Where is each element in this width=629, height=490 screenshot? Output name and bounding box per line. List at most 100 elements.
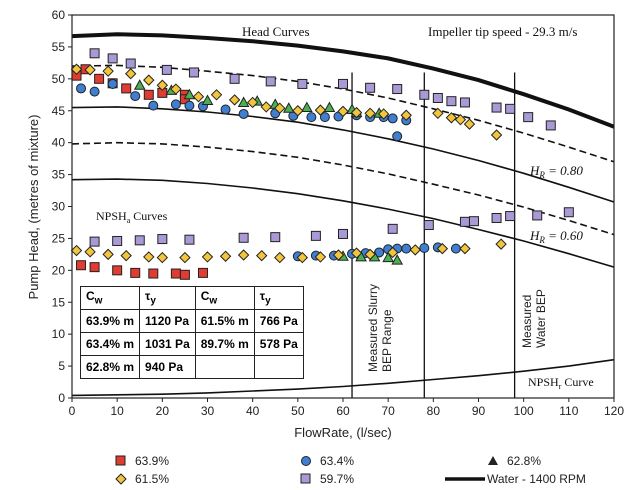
data-point xyxy=(156,251,169,264)
data-point xyxy=(332,249,345,261)
data-point xyxy=(184,234,195,245)
data-point xyxy=(310,230,321,241)
y-tick-label: 45 xyxy=(52,104,66,118)
data-point xyxy=(274,102,286,114)
data-point xyxy=(89,86,100,97)
svg-text:Measured: Measured xyxy=(520,295,534,348)
data-point xyxy=(350,106,363,119)
data-point xyxy=(148,100,159,111)
data-point xyxy=(229,73,240,84)
cw-header: Cw xyxy=(79,286,141,310)
legend-item: Water - 1400 RPM xyxy=(445,472,586,486)
cell: 940 Pa xyxy=(139,355,196,379)
hr-060-label: HR = 0.60 xyxy=(529,228,583,245)
data-point xyxy=(201,251,214,263)
data-point xyxy=(107,78,118,89)
data-point xyxy=(382,251,395,263)
cell xyxy=(194,355,255,379)
head-curves-label: Head Curves xyxy=(242,24,310,39)
data-point xyxy=(338,78,348,89)
y-tick-label: 5 xyxy=(58,359,65,373)
data-point xyxy=(392,131,403,142)
y-tick-label: 35 xyxy=(52,168,66,182)
data-point xyxy=(107,53,118,64)
data-point xyxy=(306,112,317,123)
cell: 766 Pa xyxy=(253,309,304,333)
data-point xyxy=(143,89,154,100)
data-point xyxy=(270,232,281,243)
data-point xyxy=(133,79,146,90)
data-point xyxy=(301,101,313,113)
legend-marker xyxy=(115,455,126,466)
data-point xyxy=(419,242,430,253)
data-point xyxy=(192,90,205,103)
data-point xyxy=(210,89,223,101)
data-point xyxy=(423,220,434,231)
data-point xyxy=(89,262,100,273)
data-point xyxy=(450,243,461,254)
data-point xyxy=(282,102,295,113)
legend-marker xyxy=(301,456,311,466)
data-point xyxy=(463,118,476,130)
x-tick-label: 70 xyxy=(381,404,395,418)
data-point xyxy=(170,268,181,279)
data-point xyxy=(364,248,376,261)
slurry-bep-label: Measured Slurry BEP Range xyxy=(366,284,394,372)
head-curve xyxy=(71,106,615,203)
data-point xyxy=(183,88,196,100)
legend-label: 62.8% xyxy=(507,454,542,468)
legend-item: 59.7% xyxy=(300,472,354,486)
data-point xyxy=(76,83,87,94)
data-point xyxy=(523,112,534,123)
table-row: 63.4% m 1031 Pa 89.7% m 578 Pa xyxy=(79,332,304,356)
data-point xyxy=(143,251,155,263)
legend-label: 59.7% xyxy=(320,472,355,486)
data-point xyxy=(532,210,543,221)
data-point xyxy=(377,108,390,120)
legend-label: 63.9% xyxy=(135,454,170,468)
cell: 63.4% m xyxy=(79,332,141,356)
x-tick-label: 0 xyxy=(69,404,76,418)
data-point xyxy=(419,89,430,100)
data-point xyxy=(170,83,182,95)
y-tick-label: 20 xyxy=(52,263,66,277)
data-point xyxy=(387,223,398,234)
ty-header: τy xyxy=(253,286,304,310)
data-point xyxy=(292,105,304,117)
data-point xyxy=(459,97,470,108)
x-tick-label: 90 xyxy=(472,404,486,418)
data-point xyxy=(130,267,141,278)
data-point xyxy=(70,63,83,75)
data-point xyxy=(365,82,376,93)
data-point xyxy=(148,268,159,279)
data-point xyxy=(84,64,96,76)
data-point xyxy=(563,207,574,218)
data-point xyxy=(94,73,105,84)
water-curve xyxy=(71,32,615,129)
water-bep-label: Measured Water BEP xyxy=(520,289,548,348)
data-point xyxy=(391,254,404,265)
cell xyxy=(253,355,304,379)
y-tick-label: 0 xyxy=(58,391,65,405)
data-point xyxy=(120,249,132,262)
data-point xyxy=(156,79,169,91)
head-curve xyxy=(71,178,615,268)
cell: 89.7% m xyxy=(194,332,255,356)
x-tick-label: 120 xyxy=(604,404,624,418)
data-point xyxy=(130,91,141,102)
legend-marker xyxy=(488,456,498,465)
x-tick-label: 40 xyxy=(246,404,260,418)
y-tick-label: 55 xyxy=(52,40,66,54)
data-point xyxy=(112,265,123,276)
table-row: 63.9% m 1120 Pa 61.5% m 766 Pa xyxy=(79,309,304,333)
x-tick-label: 110 xyxy=(559,404,578,418)
x-tick-label: 20 xyxy=(156,404,170,418)
data-point xyxy=(179,251,191,264)
svg-text:Water BEP: Water BEP xyxy=(534,289,548,348)
data-point xyxy=(246,96,259,109)
data-point xyxy=(445,112,458,124)
data-point xyxy=(121,83,132,94)
data-point xyxy=(170,99,181,110)
data-points xyxy=(70,48,574,280)
data-point xyxy=(400,109,412,121)
